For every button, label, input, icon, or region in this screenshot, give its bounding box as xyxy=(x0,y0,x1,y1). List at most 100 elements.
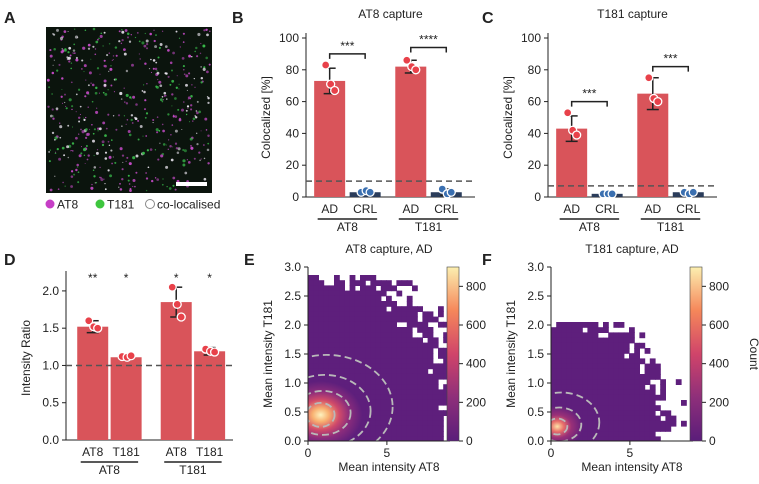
density-cell xyxy=(396,311,403,318)
density-cell xyxy=(427,337,434,344)
puncta-dot xyxy=(171,93,174,96)
density-cell xyxy=(639,405,646,411)
puncta-dot xyxy=(90,58,92,60)
puncta-dot xyxy=(166,98,168,100)
density-cell xyxy=(412,389,418,396)
density-cell xyxy=(412,311,418,318)
puncta-dot xyxy=(92,45,95,48)
density-cell xyxy=(422,321,429,328)
density-cell xyxy=(566,374,573,380)
y-tick-label: 0.0 xyxy=(284,434,301,448)
density-cell xyxy=(308,321,314,328)
density-cell xyxy=(571,374,578,380)
puncta-dot xyxy=(57,188,60,190)
density-cell xyxy=(561,379,568,385)
density-cell xyxy=(551,394,557,401)
puncta-dot xyxy=(150,58,152,61)
density-cell xyxy=(623,374,630,380)
density-cell xyxy=(551,389,557,396)
density-cell xyxy=(561,342,568,349)
density-cell xyxy=(308,295,314,302)
density-cell xyxy=(391,332,397,338)
density-cell xyxy=(339,306,345,312)
density-cell xyxy=(349,384,356,390)
density-cell xyxy=(360,332,366,338)
puncta-dot xyxy=(118,30,121,33)
y-tick-label: 2.0 xyxy=(284,318,301,332)
density-cell xyxy=(354,347,361,354)
puncta-dot xyxy=(182,163,186,167)
density-cell xyxy=(443,373,449,380)
puncta-dot xyxy=(155,61,158,64)
density-cell xyxy=(391,316,397,323)
density-cell xyxy=(334,301,340,307)
density-cell xyxy=(422,389,429,396)
puncta-dot xyxy=(70,150,72,152)
puncta-dot xyxy=(144,99,147,102)
puncta-dot xyxy=(122,161,124,163)
density-cell xyxy=(613,374,620,380)
puncta-dot xyxy=(115,128,118,131)
density-cell xyxy=(354,316,361,323)
puncta-dot xyxy=(156,85,159,89)
density-cell xyxy=(339,332,345,338)
puncta-dot xyxy=(125,69,129,73)
y-tick-label: 1.0 xyxy=(42,358,59,372)
colorbar-label: Count xyxy=(747,338,759,371)
density-cell xyxy=(386,368,392,375)
density-cell xyxy=(380,415,387,422)
density-cell xyxy=(406,295,413,302)
density-cell xyxy=(551,348,557,354)
puncta-dot xyxy=(202,67,206,71)
density-cell xyxy=(556,337,562,344)
density-cell xyxy=(582,389,588,396)
density-cell xyxy=(438,389,444,396)
puncta-dot xyxy=(71,126,74,128)
data-point xyxy=(93,323,103,333)
density-cell xyxy=(386,353,392,359)
puncta-dot xyxy=(84,95,87,98)
density-cell xyxy=(344,321,351,328)
puncta-dot xyxy=(61,146,65,150)
density-cell xyxy=(644,405,651,411)
density-cell xyxy=(577,436,583,441)
density-cell xyxy=(349,368,356,375)
density-cell xyxy=(582,348,588,354)
density-cell xyxy=(365,415,371,422)
density-cell xyxy=(417,415,423,422)
density-cell xyxy=(597,337,604,344)
density-cell xyxy=(417,368,423,375)
density-cell xyxy=(597,384,604,391)
density-cell xyxy=(365,316,371,323)
puncta-dot xyxy=(94,53,97,56)
density-cell xyxy=(323,353,330,359)
density-cell xyxy=(639,436,646,441)
density-cell xyxy=(427,327,434,333)
puncta-dot xyxy=(108,42,111,45)
density-cell xyxy=(406,368,413,375)
density-hotspot xyxy=(551,405,583,441)
puncta-dot xyxy=(135,154,139,158)
puncta-dot xyxy=(158,80,162,84)
density-cell xyxy=(551,342,557,349)
density-cell xyxy=(323,311,330,318)
density-cell xyxy=(443,410,449,416)
puncta-dot xyxy=(93,166,97,169)
density-cell xyxy=(438,306,444,312)
puncta-dot xyxy=(121,154,125,157)
puncta-dot xyxy=(121,178,124,181)
puncta-dot xyxy=(69,54,72,57)
density-cell xyxy=(396,353,403,359)
puncta-dot xyxy=(179,46,181,48)
puncta-dot xyxy=(196,111,199,115)
puncta-dot xyxy=(142,151,145,155)
density-cell xyxy=(308,327,314,333)
density-cell xyxy=(323,342,330,349)
density-cell xyxy=(386,389,392,396)
density-cell xyxy=(613,415,620,422)
density-cell xyxy=(391,301,397,307)
density-cell xyxy=(603,426,609,432)
density-cell xyxy=(613,394,620,401)
density-cell xyxy=(665,426,672,432)
puncta-dot xyxy=(82,117,85,119)
